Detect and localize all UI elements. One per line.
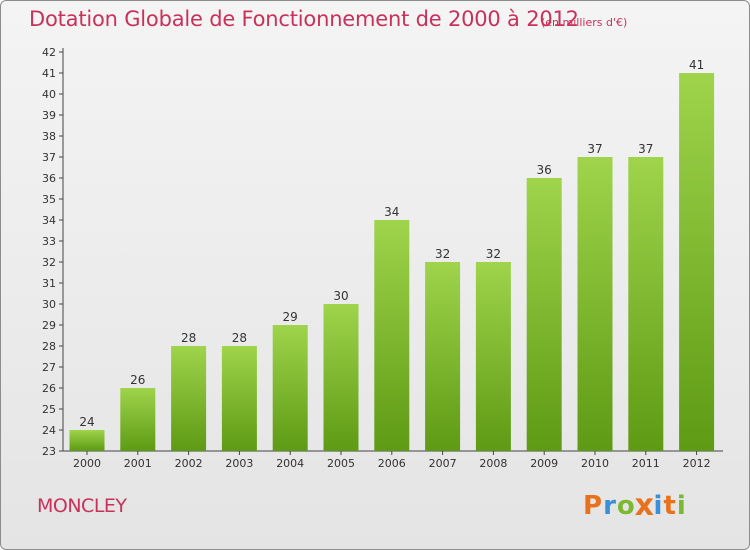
logo-letter: i	[653, 491, 664, 521]
bar-2007	[425, 262, 461, 451]
logo-letter: x	[634, 488, 655, 524]
y-tick-label: 31	[42, 277, 56, 290]
data-label: 24	[79, 415, 94, 429]
chart-title: Dotation Globale de Fonctionnement de 20…	[29, 7, 579, 31]
y-tick-label: 41	[42, 67, 56, 80]
bar-2009	[526, 178, 562, 451]
x-tick-label: 2000	[73, 457, 101, 470]
logo-letter: r	[603, 491, 617, 521]
data-label: 28	[181, 331, 196, 345]
bars	[69, 73, 715, 451]
x-tick-label: 2003	[225, 457, 253, 470]
data-label: 28	[232, 331, 247, 345]
x-tick-label: 2012	[683, 457, 711, 470]
x-tick-label: 2009	[530, 457, 558, 470]
x-tick-label: 2001	[124, 457, 152, 470]
data-label: 29	[283, 310, 298, 324]
bar-2001	[120, 388, 156, 451]
y-tick-label: 28	[42, 340, 56, 353]
bar-2003	[221, 346, 257, 451]
bar-2005	[323, 304, 359, 451]
bar-2004	[272, 325, 308, 451]
y-tick-label: 23	[42, 445, 56, 458]
y-tick-label: 33	[42, 235, 56, 248]
x-tick-label: 2005	[327, 457, 355, 470]
data-label: 30	[333, 289, 348, 303]
logo-letter: t	[663, 491, 677, 521]
logo-letter: o	[616, 491, 636, 521]
y-tick-label: 40	[42, 88, 56, 101]
y-tick-label: 25	[42, 403, 56, 416]
bar-2008	[475, 262, 511, 451]
y-tick-label: 34	[42, 214, 56, 227]
logo-letter: P	[583, 491, 604, 521]
x-tick-label: 2011	[632, 457, 660, 470]
data-label: 32	[486, 247, 501, 261]
y-tick-label: 32	[42, 256, 56, 269]
bar-2006	[374, 220, 410, 451]
chart-subtitle: (en milliers d'€)	[541, 16, 628, 29]
axes: 23 24 25 26 27 28 29 30 31 32 33 34 35 36 37 38 39 40 41 42…	[42, 46, 723, 470]
x-tick-label: 2004	[276, 457, 304, 470]
x-tick-label: 2002	[175, 457, 203, 470]
data-label: 26	[130, 373, 145, 387]
y-tick-label: 37	[42, 151, 56, 164]
y-tick-label: 38	[42, 130, 56, 143]
y-tick-label: 29	[42, 319, 56, 332]
bar-2002	[171, 346, 207, 451]
y-tick-label: 30	[42, 298, 56, 311]
data-label: 34	[384, 205, 399, 219]
bar-2011	[628, 157, 664, 451]
y-tick-label: 27	[42, 361, 56, 374]
x-tick-label: 2007	[429, 457, 457, 470]
y-tick-label: 24	[42, 424, 56, 437]
x-tick-label: 2008	[479, 457, 507, 470]
y-tick-label: 39	[42, 109, 56, 122]
bar-2012	[679, 73, 715, 451]
bar-2010	[577, 157, 613, 451]
proxiti-logo: Proxiti	[583, 488, 687, 524]
commune-name: MONCLEY	[37, 495, 127, 517]
data-label: 37	[638, 142, 653, 156]
data-labels: 24 26 28 28 29 30 34 32 32 36 37 37 41	[79, 58, 704, 429]
y-tick-label: 26	[42, 382, 56, 395]
data-label: 37	[587, 142, 602, 156]
y-tick-label: 42	[42, 46, 56, 59]
x-tick-label: 2006	[378, 457, 406, 470]
x-tick-label: 2010	[581, 457, 609, 470]
data-label: 41	[689, 58, 704, 72]
data-label: 36	[537, 163, 552, 177]
bar-2000	[69, 430, 105, 451]
logo-letter: i	[676, 491, 687, 521]
y-tick-label: 36	[42, 172, 56, 185]
y-tick-label: 35	[42, 193, 56, 206]
data-label: 32	[435, 247, 450, 261]
